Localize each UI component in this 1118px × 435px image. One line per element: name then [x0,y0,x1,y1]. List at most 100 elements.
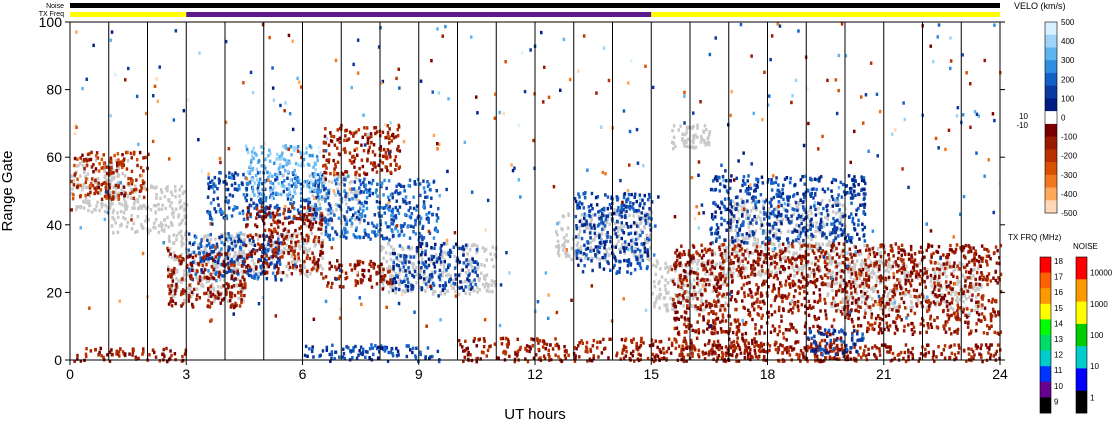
scatter-cell [831,270,834,274]
scatter-cell [327,160,330,164]
scatter-cell [76,184,79,188]
scatter-cell [71,187,74,191]
scatter-cell [576,241,580,245]
scatter-cell [271,191,275,196]
scatter-cell [585,222,588,226]
scatter-cell [150,184,153,188]
scatter-cell [237,183,241,188]
scatter-cell [277,192,280,196]
scatter-cell [286,216,289,220]
scatter-cell [586,240,589,244]
scatter-cell [180,205,183,209]
scatter-cell [305,179,308,184]
scatter-cell [448,254,452,259]
scatter-cell [369,132,373,136]
scatter-cell [438,277,442,281]
scatter-cell [276,221,279,225]
scatter-cell [367,148,370,153]
scatter-cell [707,136,710,140]
scatter-cell [692,137,696,141]
scatter-cell [720,222,723,227]
scatter-cell [235,271,239,275]
scatter-cell [336,146,339,150]
scatter-cell [382,206,385,210]
scatter-cell [375,223,379,227]
scatter-cell [265,276,269,281]
scatter-cell [224,237,228,241]
scatter-cell [268,148,271,152]
scatter-cell [886,299,889,304]
scatter-cell [359,207,362,211]
scatter-cell [100,201,103,206]
scatter-cell [609,239,612,244]
scatter-cell [259,258,263,262]
scatter-cell [749,209,753,213]
scatter-cell [622,231,626,235]
scatter-cell [556,239,560,244]
scatter-cell [604,253,607,257]
scatter-cell [245,181,249,186]
scatter-cell [701,260,704,265]
scatter-cell [864,192,867,196]
scatter-cell [203,254,207,258]
scatter-cell [943,268,946,273]
scatter-cell [355,153,359,157]
scatter-cell [724,282,727,287]
scatter-cell [364,233,368,237]
scatter-cell [866,268,869,272]
scatter-cell [648,208,652,213]
scatter-cell [125,167,129,171]
scatter-cell [648,207,651,211]
scatter-cell [255,167,259,171]
scatter-cell [354,279,357,283]
scatter-cell [402,233,406,237]
scatter-cell [244,282,247,286]
scatter-cell [188,254,191,258]
scatter-cell [424,249,427,253]
scatter-cell [628,204,632,209]
scatter-cell [348,197,351,202]
scatter-cell [730,174,733,178]
scatter-cell [603,255,607,259]
scatter-cell [658,296,661,300]
scatter-cell [398,277,401,282]
scatter-cell [287,261,290,266]
scatter-cell [227,254,231,258]
scatter-cell [585,219,588,223]
scatter-cell [369,161,373,165]
scatter-cell [193,259,196,263]
scatter-cell [214,237,217,241]
scatter-cell [212,288,216,293]
scatter-cell [437,256,441,260]
scatter-cell [338,182,341,186]
scatter-cell [336,187,339,191]
scatter-cell [321,241,324,245]
scatter-cell [852,265,855,269]
scatter-cell [579,245,583,249]
scatter-cell [114,158,118,163]
scatter-cell [845,191,848,195]
scatter-cell [330,264,333,269]
scatter-cell [191,268,194,273]
scatter-cell [337,276,340,281]
scatter-cell [236,173,240,177]
scatter-cell [747,216,750,220]
scatter-cell [116,215,120,220]
scatter-cell [733,204,736,209]
scatter-cell [415,208,418,212]
scatter-cell [817,206,820,211]
scatter-cell [952,269,955,273]
scatter-cell [179,261,182,265]
scatter-cell [391,196,394,200]
scatter-cell [320,197,324,201]
scatter-cell [144,207,148,211]
scatter-cell [244,144,248,148]
scatter-cell [403,256,406,260]
scatter-cell [419,216,423,220]
scatter-cell [407,266,410,270]
scatter-cell [286,237,289,242]
scatter-cell [283,168,287,173]
scatter-cell [626,270,629,274]
scatter-cell [300,239,303,244]
scatter-cell [747,222,750,226]
